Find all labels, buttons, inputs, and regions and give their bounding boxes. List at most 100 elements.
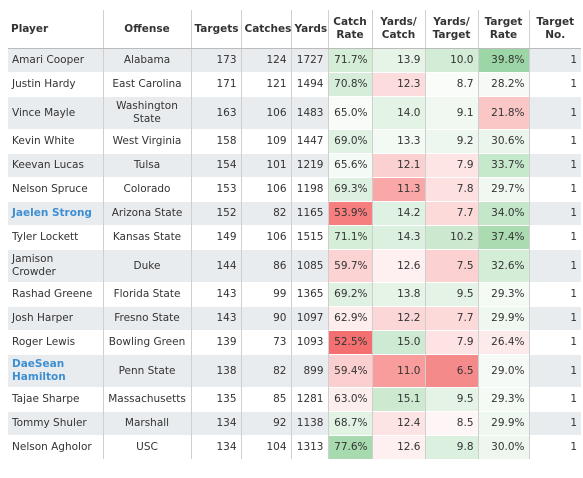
table-row: Rashad Greene Florida State 143 99 1365 69.2%… [8,282,581,307]
cell-catches: 121 [240,72,291,97]
cell-targets: 143 [190,282,241,307]
cell-yards: 1165 [290,201,328,226]
cell-target-rate: 21.8% [477,96,529,130]
cell-catches: 124 [240,48,291,73]
cell-offense: Bowling Green [102,330,191,355]
cell-catch-rate: 70.8% [327,72,372,97]
cell-target-no: 1 [528,177,581,202]
header-offense[interactable]: Offense [102,10,191,49]
cell-target-rate: 29.3% [477,282,529,307]
cell-targets: 173 [190,48,241,73]
cell-catch-rate: 65.0% [327,96,372,130]
cell-target-no: 1 [528,354,581,388]
header-yards-per-catch[interactable]: Yards/ Catch [371,10,425,49]
cell-catches: 104 [240,435,291,459]
table-row: Josh Harper Fresno State 143 90 1097 62.9% 12.… [8,306,581,331]
header-target-no[interactable]: Target No. [528,10,581,49]
header-row: Player Offense Targets Catches Yards Cat… [8,10,581,49]
cell-target-rate: 29.3% [477,387,529,412]
cell-yards-per-catch: 11.0 [371,354,425,388]
cell-offense: Marshall [102,411,191,436]
cell-player: Roger Lewis [8,330,103,355]
cell-catch-rate: 63.0% [327,387,372,412]
cell-yards-per-target: 9.2 [424,129,478,154]
cell-yards-per-target: 10.0 [424,48,478,73]
cell-catch-rate: 59.4% [327,354,372,388]
cell-yards: 1198 [290,177,328,202]
cell-catch-rate: 69.3% [327,177,372,202]
table-body: Amari Cooper Alabama 173 124 1727 71.7% 13.9 10… [8,48,581,459]
cell-yards-per-target: 7.9 [424,330,478,355]
cell-catch-rate: 71.7% [327,48,372,73]
cell-player: Tommy Shuler [8,411,103,436]
header-target-rate[interactable]: Target Rate [477,10,529,49]
header-player[interactable]: Player [8,10,103,49]
cell-target-no: 1 [528,282,581,307]
header-yards[interactable]: Yards [290,10,328,49]
cell-player: Justin Hardy [8,72,103,97]
cell-player: Nelson Agholor [8,435,103,459]
cell-targets: 134 [190,411,241,436]
cell-yards: 1093 [290,330,328,355]
cell-target-no: 1 [528,411,581,436]
cell-target-rate: 29.0% [477,354,529,388]
cell-catch-rate: 77.6% [327,435,372,459]
cell-target-rate: 29.9% [477,306,529,331]
cell-yards-per-target: 7.9 [424,153,478,178]
cell-yards: 1219 [290,153,328,178]
cell-target-rate: 33.7% [477,153,529,178]
cell-yards-per-catch: 12.3 [371,72,425,97]
cell-target-rate: 28.2% [477,72,529,97]
cell-yards-per-catch: 13.8 [371,282,425,307]
cell-target-rate: 29.9% [477,411,529,436]
header-catches[interactable]: Catches [240,10,291,49]
cell-yards: 899 [290,354,328,388]
cell-catches: 106 [240,177,291,202]
cell-target-rate: 39.8% [477,48,529,73]
cell-yards: 1494 [290,72,328,97]
cell-yards-per-catch: 12.2 [371,306,425,331]
cell-offense: Washington State [102,96,191,130]
cell-target-rate: 29.7% [477,177,529,202]
cell-offense: East Carolina [102,72,191,97]
cell-catches: 106 [240,96,291,130]
cell-offense: Penn State [102,354,191,388]
receiver-stats-table: Player Offense Targets Catches Yards Cat… [8,10,581,459]
header-catch-rate[interactable]: Catch Rate [327,10,372,49]
table-row: DaeSean Hamilton Penn State 138 82 899 59.4% 1… [8,354,581,388]
cell-yards-per-target: 10.2 [424,225,478,250]
cell-catch-rate: 69.2% [327,282,372,307]
cell-target-no: 1 [528,129,581,154]
cell-catches: 73 [240,330,291,355]
cell-player: Rashad Greene [8,282,103,307]
cell-target-rate: 26.4% [477,330,529,355]
cell-catch-rate: 59.7% [327,249,372,283]
cell-player: Keevan Lucas [8,153,103,178]
cell-player: Vince Mayle [8,96,103,130]
table-row: Tyler Lockett Kansas State 149 106 1515 71.1%… [8,225,581,250]
cell-target-no: 1 [528,153,581,178]
cell-player[interactable]: Jaelen Strong [8,201,103,226]
cell-player[interactable]: DaeSean Hamilton [8,354,103,388]
cell-targets: 139 [190,330,241,355]
cell-yards-per-target: 9.5 [424,282,478,307]
header-targets[interactable]: Targets [190,10,241,49]
table-row: Nelson Spruce Colorado 153 106 1198 69.3% 11.3… [8,177,581,202]
cell-yards-per-catch: 11.3 [371,177,425,202]
header-yards-per-target[interactable]: Yards/ Target [424,10,478,49]
cell-catches: 90 [240,306,291,331]
cell-targets: 138 [190,354,241,388]
cell-offense: Kansas State [102,225,191,250]
cell-yards: 1085 [290,249,328,283]
cell-target-no: 1 [528,48,581,73]
cell-target-rate: 37.4% [477,225,529,250]
cell-target-no: 1 [528,330,581,355]
cell-yards-per-catch: 13.9 [371,48,425,73]
table-row: Nelson Agholor USC 134 104 1313 77.6% 12.6 9.8 3… [8,435,581,459]
cell-targets: 153 [190,177,241,202]
cell-target-rate: 30.6% [477,129,529,154]
cell-offense: USC [102,435,191,459]
cell-targets: 171 [190,72,241,97]
cell-yards-per-target: 9.8 [424,435,478,459]
cell-yards-per-target: 7.5 [424,249,478,283]
